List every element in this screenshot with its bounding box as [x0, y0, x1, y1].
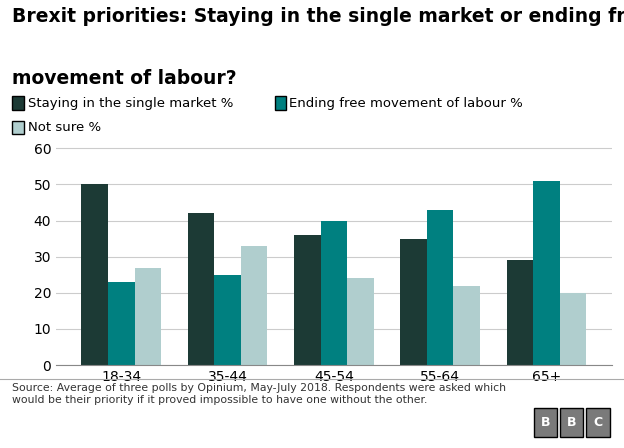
Bar	[560, 293, 587, 365]
Bar	[454, 286, 480, 365]
Bar	[135, 267, 161, 365]
Text: Staying in the single market %: Staying in the single market %	[28, 96, 233, 110]
Bar	[188, 213, 214, 365]
Text: Source: Average of three polls by Opinium, May-July 2018. Respondents were asked: Source: Average of three polls by Opiniu…	[12, 383, 507, 405]
Text: B: B	[567, 416, 577, 429]
Text: B: B	[540, 416, 550, 429]
Bar	[214, 275, 241, 365]
Bar	[241, 246, 268, 365]
Text: Brexit priorities: Staying in the single market or ending free: Brexit priorities: Staying in the single…	[12, 7, 624, 26]
Bar	[507, 260, 533, 365]
Bar	[533, 181, 560, 365]
Text: Ending free movement of labour %: Ending free movement of labour %	[289, 96, 523, 110]
Bar	[108, 282, 135, 365]
Bar	[321, 220, 347, 365]
Bar	[400, 239, 427, 365]
Bar	[294, 235, 321, 365]
Text: Not sure %: Not sure %	[28, 121, 101, 134]
Bar	[81, 185, 108, 365]
Text: C: C	[593, 416, 602, 429]
Bar	[347, 278, 374, 365]
Bar	[427, 210, 454, 365]
Text: movement of labour?: movement of labour?	[12, 69, 237, 88]
